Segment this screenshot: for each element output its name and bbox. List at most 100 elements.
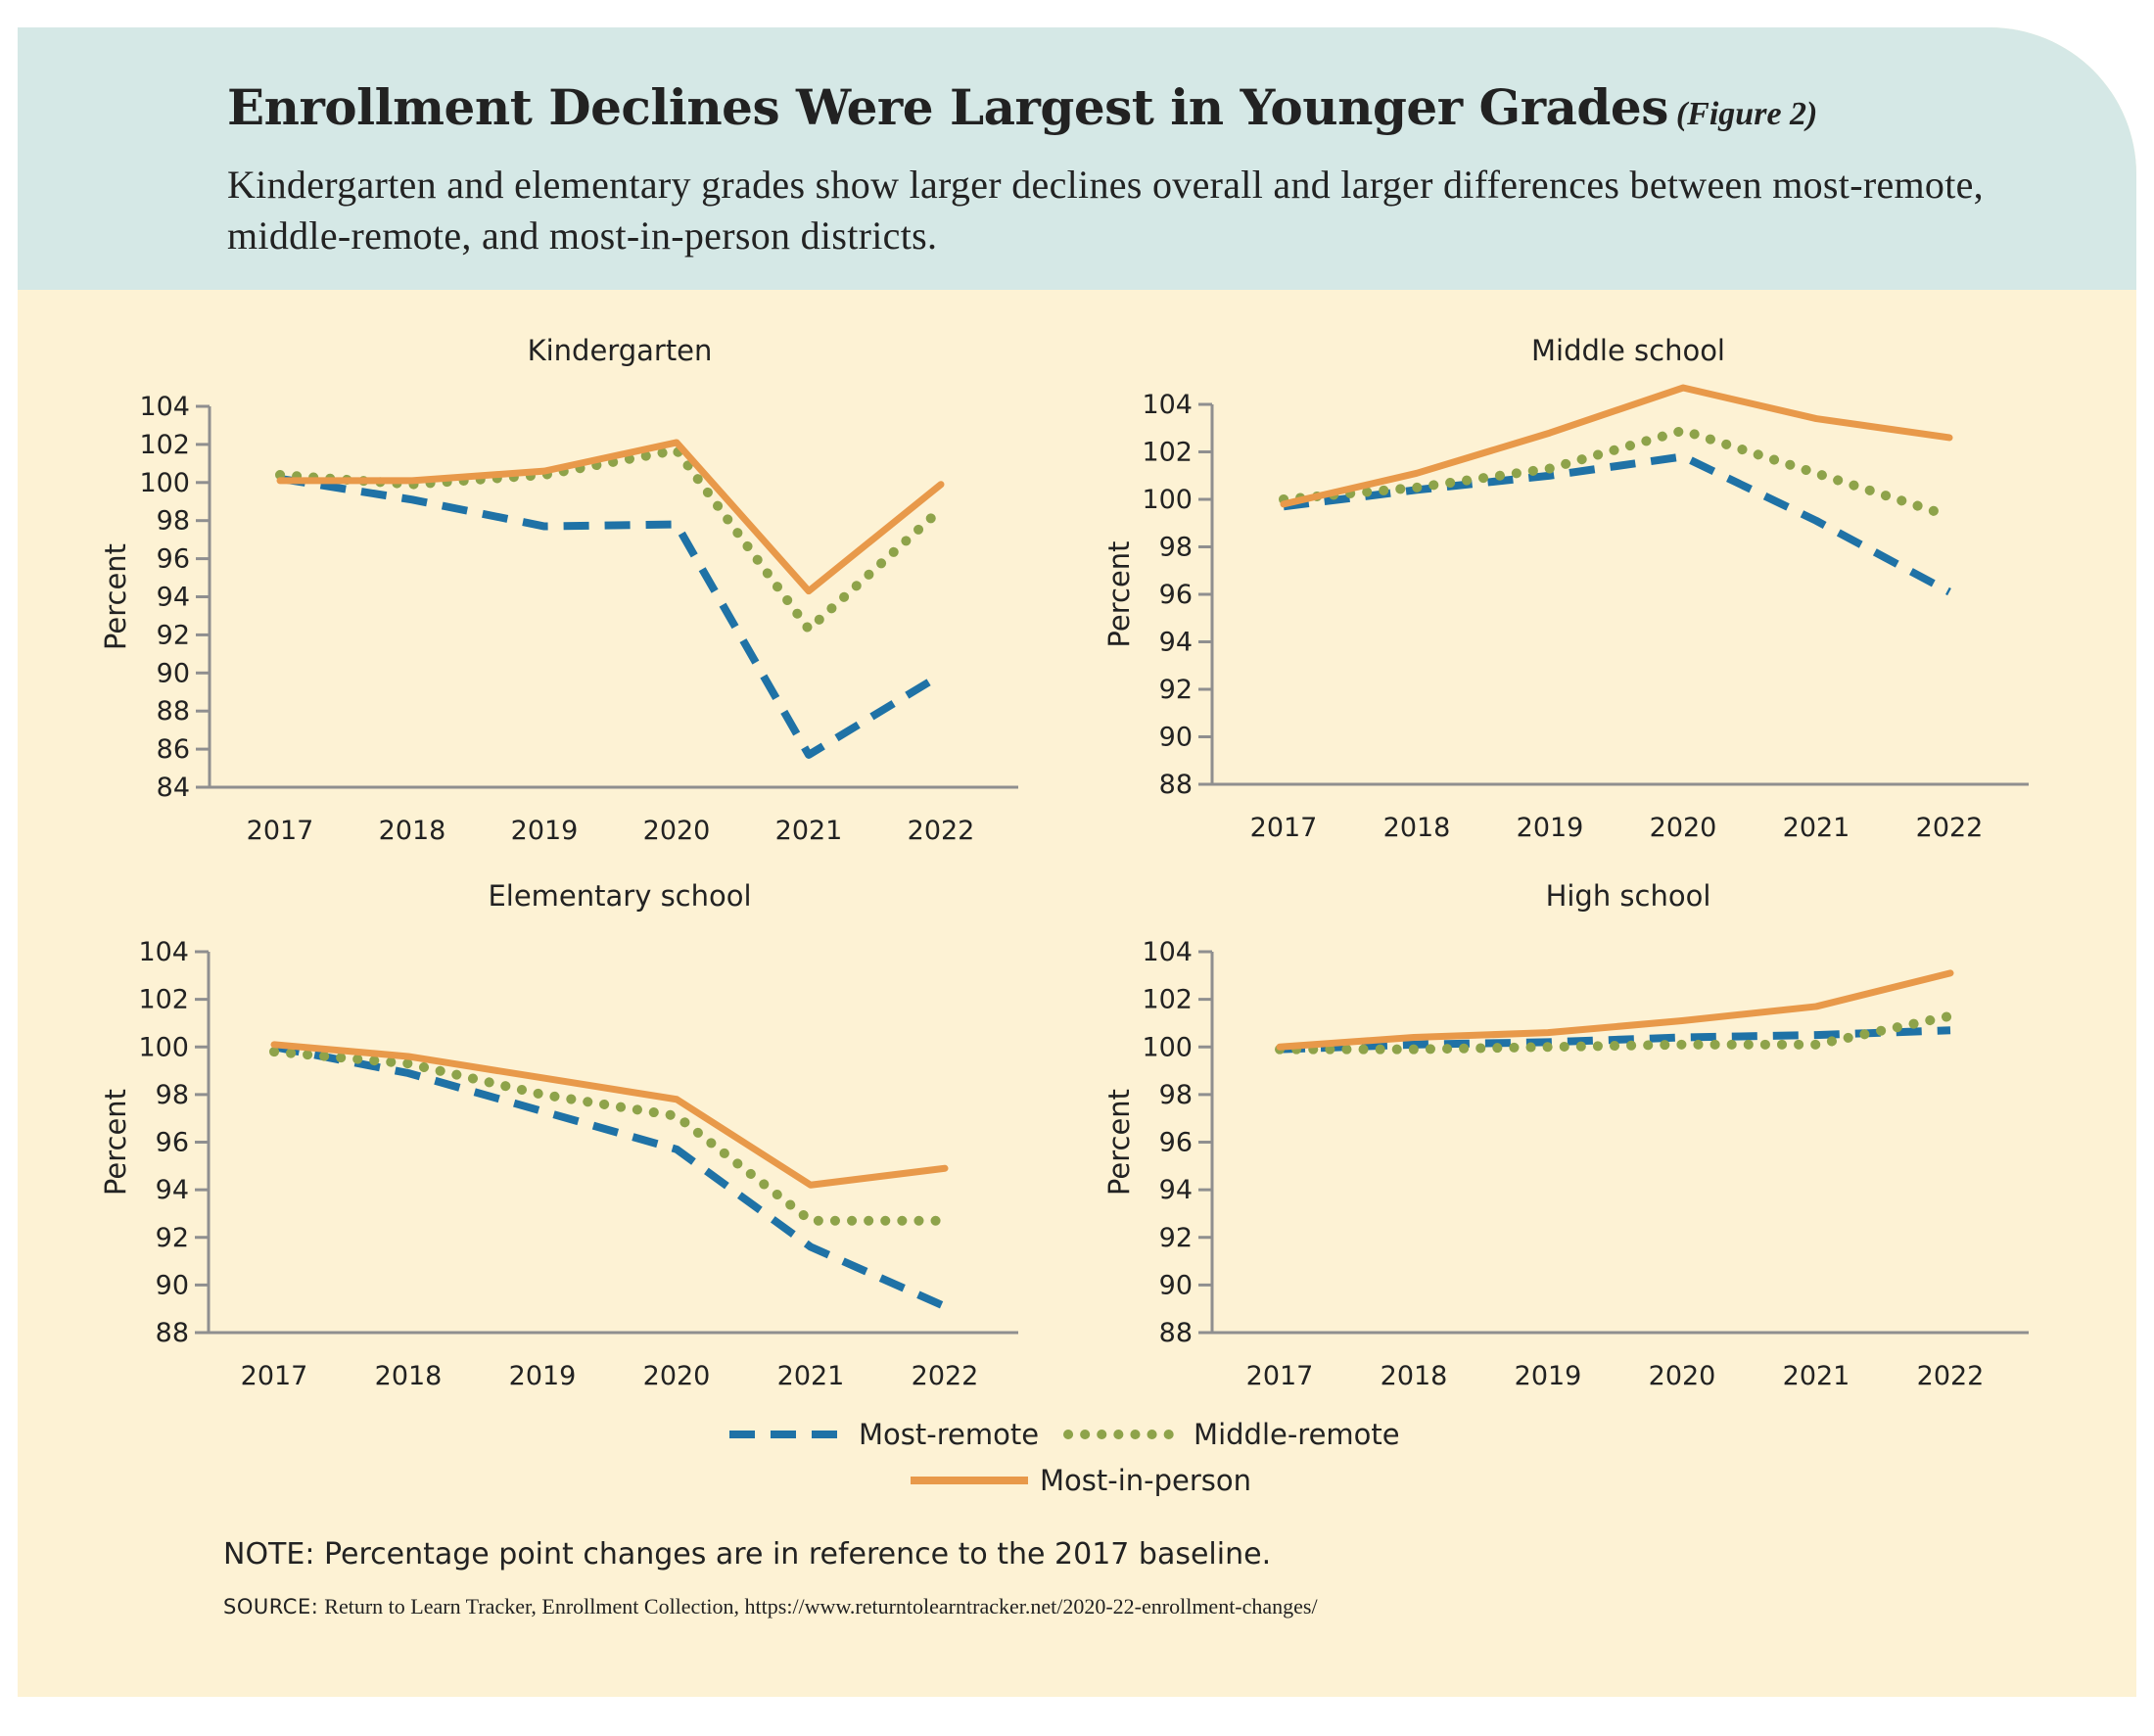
legend-row-1: Most-remote Middle-remote xyxy=(727,1418,1424,1451)
y-tick-label: 100 xyxy=(138,1032,189,1062)
figure-source: SOURCE: Return to Learn Tracker, Enrollme… xyxy=(223,1594,1318,1619)
x-tick-label: 2022 xyxy=(908,816,975,846)
y-tick-label: 88 xyxy=(1159,1318,1193,1348)
x-tick-label: 2018 xyxy=(375,1361,443,1391)
figure-title-text: Enrollment Declines Were Largest in Youn… xyxy=(227,78,1668,136)
chart-middle-school: Middle school 88 90 92 94 96 98 100 102 104 2017 20… xyxy=(1102,334,2029,843)
y-tick-label: 94 xyxy=(1159,628,1193,658)
y-tick-label: 102 xyxy=(1142,438,1193,468)
x-tick-label: 2021 xyxy=(777,1361,845,1391)
y-axis-label: Percent xyxy=(1102,540,1136,647)
chart-title: Middle school xyxy=(1531,334,1725,367)
legend-swatch-most-remote xyxy=(729,1431,847,1438)
y-tick-label: 100 xyxy=(1142,1032,1193,1062)
y-tick-label: 90 xyxy=(1159,1270,1193,1300)
y-tick-label: 104 xyxy=(1142,937,1193,967)
y-tick-label: 92 xyxy=(157,620,190,650)
x-tick-label: 2021 xyxy=(1783,1361,1850,1391)
x-tick-label: 2022 xyxy=(912,1361,979,1391)
charts-area: Kindergarten 84 86 88 90 92 94 96 98 100 102 104 201… xyxy=(99,334,2029,1391)
y-tick-label: 88 xyxy=(156,1318,189,1348)
x-tick-label: 2018 xyxy=(1381,1361,1448,1391)
y-tick-label: 100 xyxy=(139,468,190,498)
legend-swatch-most-in-person xyxy=(911,1477,1028,1484)
series-line-most-in-person xyxy=(1276,969,1954,1051)
y-tick-label: 96 xyxy=(1159,580,1193,610)
series-line-most-in-person xyxy=(1280,384,1953,508)
x-tick-label: 2019 xyxy=(511,816,579,846)
chart-title: Kindergarten xyxy=(528,334,713,367)
series-line-most-remote xyxy=(1279,1026,1951,1054)
x-tick-label: 2020 xyxy=(1649,1361,1716,1391)
x-tick-label: 2021 xyxy=(775,816,843,846)
y-tick-label: 92 xyxy=(156,1223,189,1253)
series-line-most-remote xyxy=(1283,452,1951,596)
y-tick-label: 88 xyxy=(157,696,190,727)
legend-row-2: Most-in-person xyxy=(909,1464,1275,1497)
y-tick-label: 98 xyxy=(1159,1080,1193,1110)
series-line-most-remote xyxy=(279,474,944,759)
y-tick-label: 86 xyxy=(157,734,190,765)
legend: Most-remote Middle-remote Most-in-person xyxy=(18,1418,2136,1525)
y-axis-label: Percent xyxy=(99,543,132,650)
x-tick-label: 2017 xyxy=(1246,1361,1314,1391)
y-tick-label: 102 xyxy=(138,985,189,1015)
y-axis-label: Percent xyxy=(1102,1089,1136,1196)
y-tick-label: 92 xyxy=(1159,675,1193,705)
legend-swatch-middle-remote xyxy=(1063,1430,1185,1439)
y-tick-label: 90 xyxy=(156,1270,189,1300)
series-line-middle-remote xyxy=(275,445,946,634)
series-line-middle-remote xyxy=(1279,425,1954,521)
y-tick-label: 96 xyxy=(156,1128,189,1158)
chart-title: High school xyxy=(1546,879,1711,913)
figure-note: NOTE: Percentage point changes are in re… xyxy=(223,1537,1272,1572)
figure-title: Enrollment Declines Were Largest in Youn… xyxy=(227,78,1817,136)
y-axis-label: Percent xyxy=(99,1089,132,1196)
y-tick-label: 98 xyxy=(157,506,190,537)
y-tick-label: 88 xyxy=(1159,770,1193,800)
y-tick-label: 94 xyxy=(1159,1175,1193,1205)
y-tick-label: 94 xyxy=(156,1175,189,1205)
legend-label-most-remote: Most-remote xyxy=(859,1418,1040,1451)
figure-subtitle: Kindergarten and elementary grades show … xyxy=(227,163,1984,258)
legend-item-most-remote: Most-remote xyxy=(727,1418,1039,1451)
source-text: Return to Learn Tracker, Enrollment Coll… xyxy=(324,1594,1318,1619)
x-tick-label: 2017 xyxy=(1250,813,1318,843)
y-tick-label: 98 xyxy=(156,1080,189,1110)
series-line-middle-remote xyxy=(1275,1010,1955,1055)
y-tick-label: 96 xyxy=(1159,1128,1193,1158)
y-tick-label: 102 xyxy=(1142,985,1193,1015)
y-tick-label: 104 xyxy=(138,937,189,967)
series-line-most-remote xyxy=(273,1043,947,1310)
x-tick-label: 2019 xyxy=(1515,1361,1582,1391)
x-tick-label: 2018 xyxy=(1383,813,1451,843)
x-tick-label: 2022 xyxy=(1917,1361,1985,1391)
series-line-most-in-person xyxy=(270,1041,949,1189)
x-tick-label: 2020 xyxy=(643,1361,711,1391)
y-tick-label: 90 xyxy=(157,658,190,688)
x-tick-label: 2020 xyxy=(643,816,711,846)
figure-number-label: (Figure 2) xyxy=(1675,96,1818,132)
x-tick-label: 2017 xyxy=(241,1361,308,1391)
figure-card: Enrollment Declines Were Largest in Youn… xyxy=(18,27,2136,1697)
source-label: SOURCE: xyxy=(223,1595,319,1619)
y-tick-label: 96 xyxy=(157,544,190,575)
y-tick-label: 92 xyxy=(1159,1223,1193,1253)
series-line-most-in-person xyxy=(276,439,945,595)
x-tick-label: 2021 xyxy=(1783,813,1850,843)
chart-kindergarten: Kindergarten 84 86 88 90 92 94 96 98 100 102 104 201… xyxy=(99,334,1018,846)
figure-header: Enrollment Declines Were Largest in Youn… xyxy=(18,27,2136,290)
chart-high-school: High school 88 90 92 94 96 98 100 102 104 2017 2018… xyxy=(1102,879,2029,1391)
legend-label-most-in-person: Most-in-person xyxy=(1040,1464,1252,1497)
x-tick-label: 2019 xyxy=(1517,813,1584,843)
y-tick-label: 102 xyxy=(139,430,190,460)
chart-elementary-school: Elementary school 88 90 92 94 96 98 100 102 104 20… xyxy=(99,879,1018,1391)
y-tick-label: 98 xyxy=(1159,533,1193,563)
y-tick-label: 100 xyxy=(1142,485,1193,515)
legend-label-middle-remote: Middle-remote xyxy=(1194,1418,1400,1451)
y-tick-label: 84 xyxy=(157,773,190,803)
x-tick-label: 2020 xyxy=(1650,813,1717,843)
x-tick-label: 2017 xyxy=(247,816,314,846)
x-tick-label: 2018 xyxy=(379,816,446,846)
legend-item-most-in-person: Most-in-person xyxy=(909,1464,1251,1497)
